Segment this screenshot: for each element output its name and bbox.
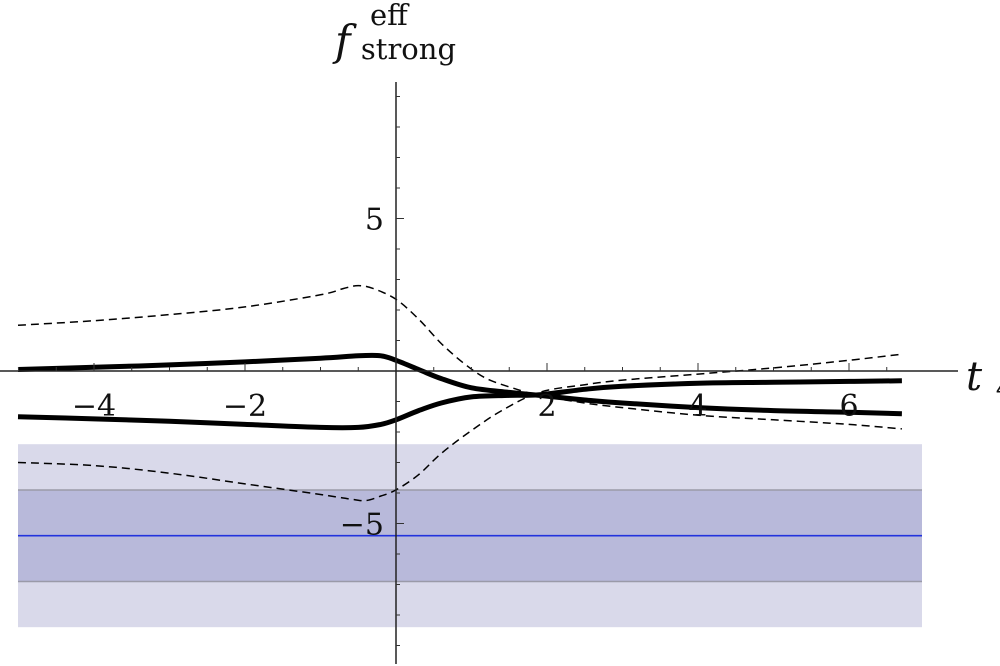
y-axis-label-sup: eff	[370, 0, 410, 32]
series-group	[17, 284, 902, 502]
x-tick-label: −2	[223, 389, 267, 424]
x-axis-label-sub: 4	[996, 372, 1000, 405]
solid-series-line-0	[17, 352, 902, 417]
y-axis-label-sub: strong	[361, 32, 456, 66]
x-tick-label: 6	[839, 389, 858, 424]
y-tick-label: 5	[365, 203, 384, 238]
y-tick-label: −5	[340, 508, 384, 543]
dashed-series-line-2	[17, 284, 902, 430]
axis-labels-group: f strong eff t 4	[332, 0, 1000, 405]
dashed-series-line-3	[17, 353, 902, 502]
x-axis-label: t 4	[966, 354, 1000, 405]
x-tick-label: 2	[537, 389, 556, 424]
y-axis-label: f strong	[332, 16, 456, 66]
solid-series-line-1	[17, 378, 902, 431]
axes-group: −4 −2 2 4 6 5 −5	[0, 82, 958, 664]
x-tick-label: −4	[72, 389, 116, 424]
x-tick-label: 4	[688, 389, 707, 424]
